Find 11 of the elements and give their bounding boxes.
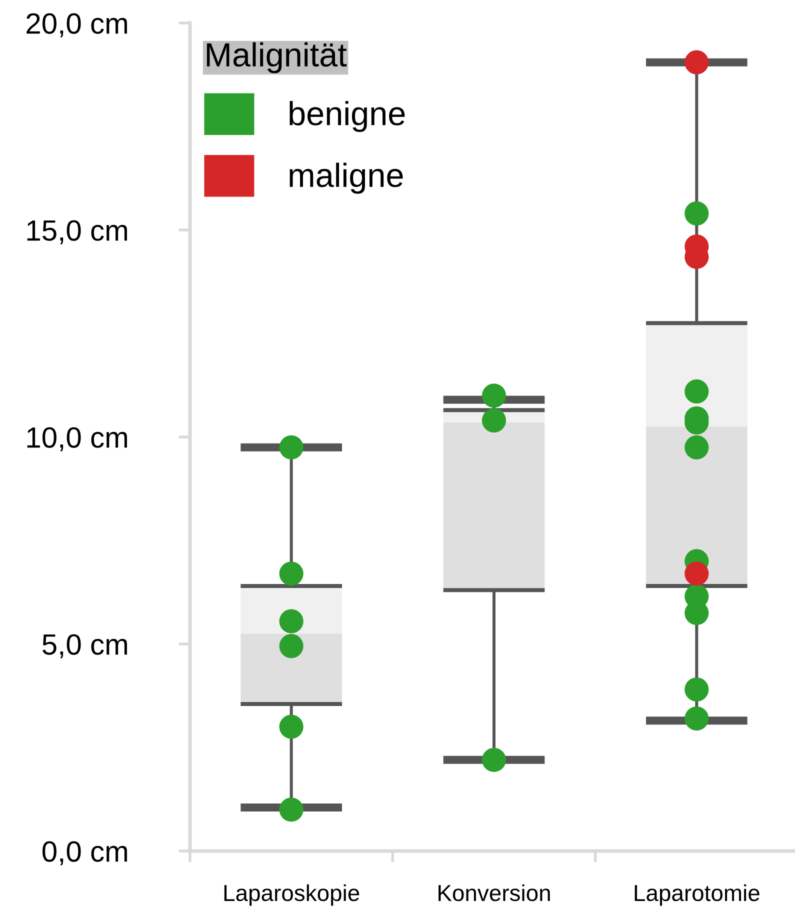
y-tick-label: 5,0 cm — [42, 634, 127, 658]
y-tick-label: 15,0 cm — [27, 220, 127, 244]
legend-label: maligne — [290, 162, 403, 194]
x-tick-label: Laparotomie — [634, 884, 760, 906]
y-tick-label: 10,0 cm — [27, 427, 127, 452]
legend-label: benigne — [290, 100, 405, 132]
x-tick-label: Konversion — [438, 884, 550, 902]
y-tick-label: 20,0 cm — [26, 13, 127, 38]
legend-title: Malignität — [206, 42, 347, 74]
y-tick-label: 0,0 cm — [42, 841, 127, 866]
x-tick-label: Laparoskopie — [224, 884, 360, 906]
